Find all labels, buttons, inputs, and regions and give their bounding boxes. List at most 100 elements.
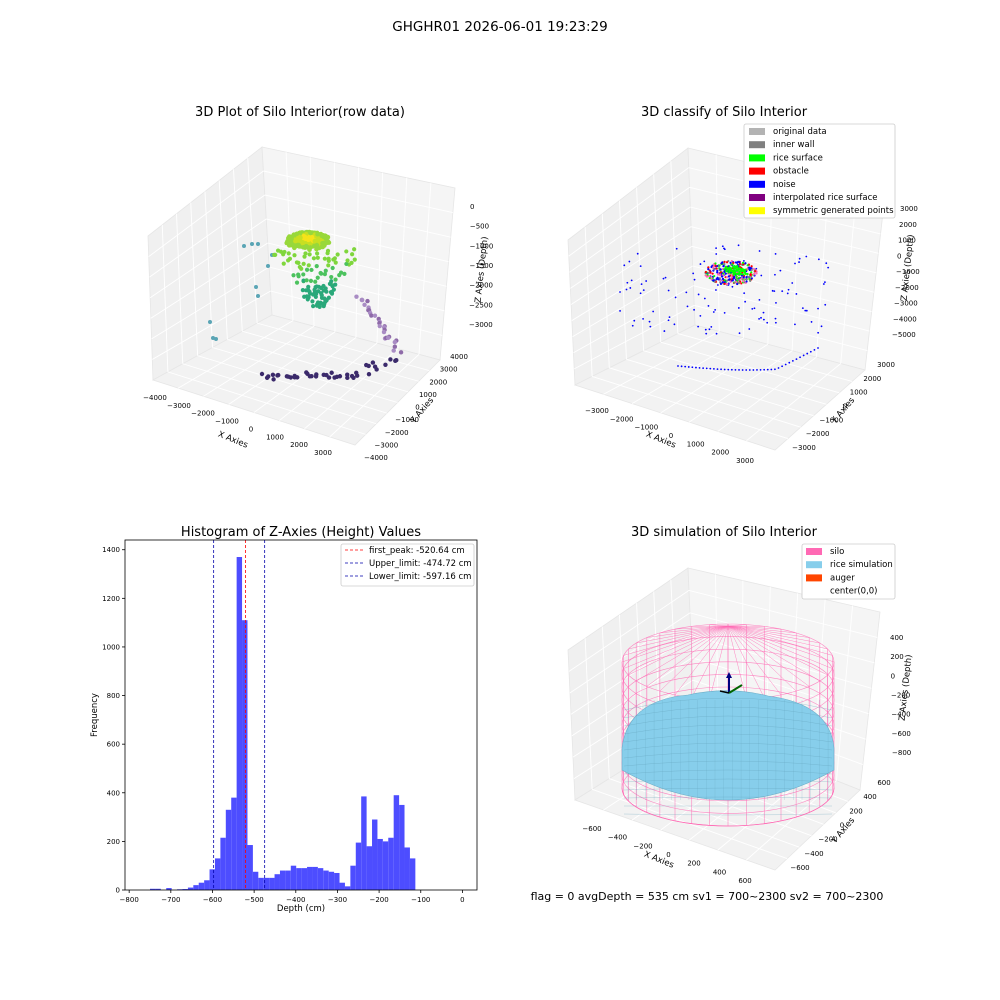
chart-classify-point (720, 275, 724, 278)
chart-sim-silo-roof (727, 625, 782, 696)
chart-raw-point (296, 242, 301, 248)
chart-classify-noise-point (715, 332, 718, 335)
chart-hist-bar (393, 795, 400, 890)
chart-raw-ylabel: Y Axies (408, 395, 436, 426)
chart-sim-silo-roof (727, 625, 810, 638)
chart-raw-point (304, 267, 310, 272)
chart-sim-rice-mesh (623, 751, 833, 759)
chart-classify-noise-point (699, 314, 702, 317)
chart-raw-point (344, 249, 349, 254)
chart-classify-noise-point (798, 261, 800, 263)
chart-hist-ytick-label: 1000 (102, 643, 120, 651)
chart-classify-noise-point (699, 263, 702, 265)
chart-classify-point (726, 279, 729, 282)
chart-raw-point (315, 300, 321, 305)
chart-classify-zticks: 3000 2000 1000 0 −1000 −2000 −3000 −4000 −5000 (892, 205, 920, 339)
chart-hist-bar (231, 797, 237, 890)
chart-classify-ztick: −1000 (896, 268, 920, 276)
chart-classify-legend-label: rice surface (773, 153, 823, 163)
chart-hist-bar (274, 874, 280, 890)
chart-classify-point (716, 269, 719, 272)
chart-hist-ytick-label: 200 (107, 838, 120, 846)
chart-hist-ytick-label: 0 (116, 887, 120, 895)
chart-classify-point (750, 275, 753, 278)
chart-raw-point (300, 239, 305, 245)
chart-sim: 3D simulation of Silo Interior −600−400−… (567, 525, 914, 885)
chart-raw-point (319, 295, 325, 300)
chart-hist-legend-items: first_peak: -520.64 cm Upper_limit: -474.… (345, 546, 472, 582)
chart-classify-point (716, 273, 720, 276)
chart-raw-point (214, 337, 218, 341)
chart-hist-bar (334, 872, 340, 890)
chart-classify-noise-point (773, 290, 776, 293)
chart-classify-noise-point (625, 288, 628, 291)
chart-classify-point (752, 273, 755, 276)
chart-classify-noise-point (794, 323, 796, 326)
chart-classify-noise-point (619, 310, 621, 312)
chart-sim-grid-left-h (570, 634, 692, 715)
chart-classify-grid-left-v (670, 161, 679, 334)
chart-sim-ytick: 0 (840, 822, 844, 830)
chart-classify-noise-point (791, 360, 794, 362)
chart-hist-xlabel: Depth (cm) (277, 904, 325, 914)
chart-raw-point (296, 272, 301, 277)
chart-hist-bar (382, 841, 389, 890)
chart-hist-bar (225, 809, 232, 890)
chart-classify-point (719, 274, 722, 277)
chart-sim-legend-swatch (806, 561, 822, 569)
chart-raw-point (332, 256, 337, 261)
chart-raw-point (392, 339, 398, 345)
chart-sim-xticks: −600 −400 −200 0 200 400 600 (582, 825, 751, 885)
chart-raw-point (306, 263, 311, 268)
chart-sim-ztick: −600 (892, 730, 911, 738)
chart-sim-silo-roof (727, 625, 820, 682)
chart-classify-noise-point (692, 272, 695, 275)
chart-raw-point (388, 357, 393, 362)
chart-raw-ztick: −2500 (469, 301, 493, 309)
chart-classify-noise-point (786, 292, 789, 295)
chart-classify-noise-point (774, 253, 777, 255)
chart-classify-point (710, 278, 713, 281)
chart-hist-xticks: −800 −700 −600 −500 −400 −300 −200 −100 0 (120, 890, 465, 904)
chart-raw-point (286, 243, 292, 248)
chart-classify: 3D classify of Silo Interior −3000−2000−… (567, 105, 920, 465)
chart-classify-grid-left-h (573, 285, 694, 354)
chart-raw-point (286, 258, 291, 263)
chart-raw-point (303, 251, 308, 256)
chart-raw-grid-floor-y (212, 347, 398, 403)
chart-sim-xtick: −200 (633, 842, 652, 850)
chart-sim-ytick: −200 (818, 836, 837, 844)
chart-classify-legend-swatch (749, 167, 765, 175)
chart-raw-grid-floor-y (257, 322, 430, 372)
chart-classify-point (725, 276, 729, 279)
chart-sim-rice-mesh (623, 733, 833, 743)
chart-raw-point (304, 370, 309, 375)
chart-classify-point (733, 281, 736, 284)
chart-classify-noise-point (705, 332, 708, 335)
chart-sim-grid-left-h (569, 612, 691, 694)
chart-raw-grid-right-h (264, 194, 451, 238)
chart-classify-noise-point (717, 284, 719, 286)
chart-hist-bar (328, 871, 335, 890)
chart-classify-point (744, 262, 747, 265)
chart-raw-point (321, 240, 326, 246)
chart-raw-ytick: 2000 (429, 378, 447, 386)
chart-classify-legend-swatch (749, 154, 765, 162)
chart-raw-point (301, 272, 306, 277)
chart-raw-ytick: 0 (415, 404, 419, 412)
chart-sim-ztick: −200 (891, 692, 910, 700)
chart-classify-grid-left-h (568, 167, 690, 257)
chart-classify-rice-point (741, 268, 745, 271)
chart-classify-ytick: −1000 (819, 416, 843, 424)
chart-hist-bar (209, 869, 215, 890)
chart-sim-grid-right-v (835, 605, 854, 781)
chart-raw-ytick: 4000 (450, 353, 468, 361)
chart-classify-noise-point (745, 369, 748, 371)
chart-sim-silo-roof (709, 624, 729, 627)
chart-classify-noise-point (631, 324, 634, 327)
chart-hist-bar (252, 871, 259, 890)
chart-classify-xtick: −1000 (634, 424, 658, 432)
chart-sim-silo-roof (727, 625, 747, 700)
chart-raw-point (310, 299, 315, 304)
chart-sim-silo-roof (628, 625, 729, 650)
